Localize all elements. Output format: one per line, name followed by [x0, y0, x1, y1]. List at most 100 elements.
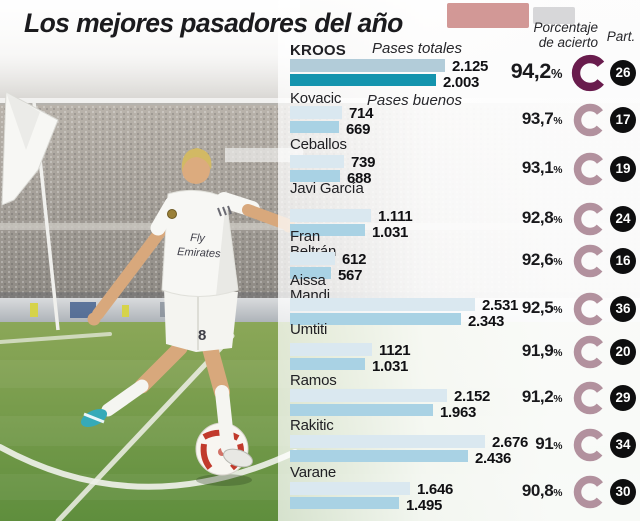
- participation-badge: 16: [610, 248, 636, 274]
- participation-badge: 19: [610, 156, 636, 182]
- accuracy-ring-icon: [573, 202, 607, 236]
- photo-roof-remnant: [533, 7, 575, 24]
- good-passes-value: 1.031: [372, 224, 409, 241]
- player-name: Javi García: [290, 180, 364, 197]
- player-name: Rakitic: [290, 417, 334, 434]
- good-passes-bar: [290, 121, 339, 133]
- total-passes-bar: [290, 435, 485, 448]
- legend-good-label: Pases buenos: [366, 92, 462, 109]
- good-passes-bar: [290, 404, 433, 416]
- good-passes-value: 567: [338, 267, 363, 284]
- jersey-sponsor-line1: Fly: [190, 232, 207, 245]
- participation-badge: 34: [610, 432, 636, 458]
- corner-flag: [1, 91, 60, 331]
- accuracy-number: 91,9: [521, 341, 554, 360]
- good-passes-value: 2.343: [468, 313, 505, 330]
- good-passes-bar: [290, 313, 461, 325]
- total-passes-value: 1.646: [417, 481, 454, 498]
- participation-badge: 36: [610, 296, 636, 322]
- total-passes-value: 739: [351, 154, 376, 171]
- accuracy-number: 93,1: [521, 158, 554, 177]
- percent-sign: %: [553, 165, 562, 176]
- total-passes-bar: [290, 106, 342, 119]
- accuracy-ring-icon: [571, 54, 609, 92]
- accuracy-value: 93,1%: [440, 158, 563, 178]
- total-passes-bar: [290, 155, 344, 168]
- total-passes-value: 2.676: [492, 434, 529, 451]
- good-passes-value: 688: [347, 170, 372, 187]
- accuracy-number: 91: [535, 434, 554, 453]
- player-name: Kovacic: [290, 90, 342, 107]
- total-passes-bar: [290, 343, 372, 356]
- percent-sign: %: [553, 394, 562, 405]
- accuracy-number: 92,8: [521, 208, 554, 227]
- total-passes-bar: [290, 209, 371, 222]
- player-name: KROOS: [290, 42, 347, 59]
- participation-column-header: Part.: [606, 29, 636, 44]
- accuracy-ring-icon: [573, 475, 607, 509]
- good-passes-value: 1.963: [440, 404, 477, 421]
- total-passes-bar: [290, 298, 475, 311]
- accuracy-value: 91%: [440, 434, 562, 454]
- accuracy-column-header: Porcentaje de acierto: [533, 20, 598, 51]
- title-backdrop: [0, 0, 300, 100]
- participation-badge: 29: [610, 385, 636, 411]
- accuracy-ring-icon: [573, 292, 607, 326]
- percent-sign: %: [553, 215, 562, 226]
- percent-sign: %: [553, 305, 562, 316]
- accuracy-ring-icon: [573, 428, 607, 462]
- good-passes-bar: [290, 267, 331, 279]
- accuracy-number: 92,5: [521, 298, 554, 317]
- accuracy-ring-icon: [573, 103, 607, 137]
- total-passes-bar: [290, 482, 410, 495]
- participation-badge: 17: [610, 107, 636, 133]
- shorts-number: 8: [198, 327, 206, 344]
- accuracy-number: 91,2: [521, 387, 554, 406]
- good-passes-bar: [290, 224, 365, 236]
- good-passes-bar: [290, 170, 340, 182]
- total-passes-bar: [290, 252, 335, 265]
- good-passes-value: 2.003: [443, 74, 480, 91]
- good-passes-value: 2.436: [475, 450, 512, 467]
- accuracy-number: 90,8: [521, 481, 554, 500]
- pitch-lines: [0, 332, 298, 521]
- accuracy-ring-icon: [573, 152, 607, 186]
- good-passes-bar: [290, 450, 468, 462]
- participation-badge: 26: [610, 60, 636, 86]
- participation-badge: 20: [610, 339, 636, 365]
- total-passes-value: 2.531: [482, 297, 519, 314]
- good-passes-bar: [290, 74, 436, 86]
- accuracy-value: 91,9%: [440, 341, 563, 361]
- player-name: Ceballos: [290, 136, 347, 153]
- accuracy-number: 94,2: [510, 59, 552, 83]
- good-passes-bar: [290, 497, 399, 509]
- accuracy-number: 93,7: [521, 109, 554, 128]
- photo-scoreboard-remnant: [447, 3, 529, 28]
- accuracy-value: 94,2%: [440, 59, 563, 84]
- accuracy-value: 92,8%: [440, 208, 563, 228]
- total-passes-value: 2.125: [452, 58, 489, 75]
- good-passes-value: 1.031: [372, 358, 409, 375]
- player-name: Ramos: [290, 372, 337, 389]
- good-passes-value: 1.495: [406, 497, 443, 514]
- participation-badge: 24: [610, 206, 636, 232]
- good-passes-value: 669: [346, 121, 371, 138]
- player-name: Umtiti: [290, 321, 328, 338]
- total-passes-value: 714: [349, 105, 374, 122]
- accuracy-value: 92,5%: [440, 298, 563, 318]
- accuracy-number: 92,6: [521, 250, 554, 269]
- jersey-sponsor-line2: Emirates: [177, 246, 221, 260]
- accuracy-ring-icon: [573, 244, 607, 278]
- accuracy-ring-icon: [573, 335, 607, 369]
- accuracy-value: 91,2%: [440, 387, 563, 407]
- percent-sign: %: [553, 116, 562, 127]
- percent-sign: %: [553, 441, 562, 452]
- legend-total-label: Pases totales: [371, 40, 462, 57]
- good-passes-bar: [290, 358, 365, 370]
- total-passes-bar: [290, 389, 447, 402]
- total-passes-value: 612: [342, 251, 367, 268]
- player-figure: 8 Fly Emirates: [80, 148, 296, 468]
- accuracy-value: 93,7%: [440, 109, 563, 129]
- player-name: Varane: [290, 464, 337, 481]
